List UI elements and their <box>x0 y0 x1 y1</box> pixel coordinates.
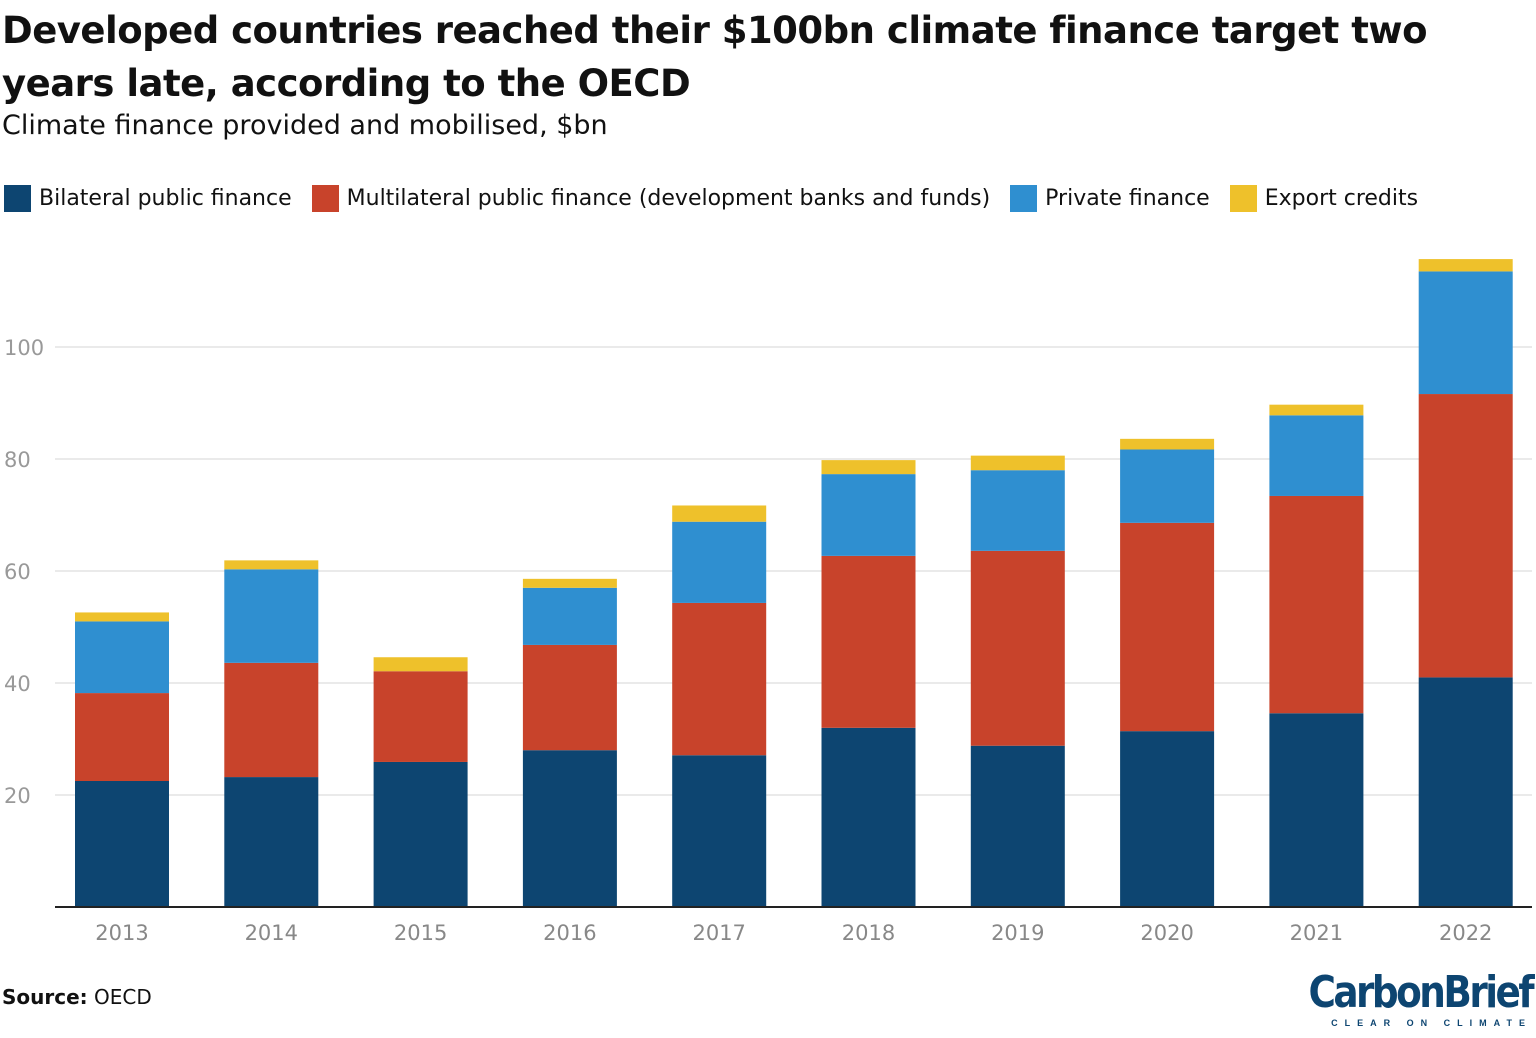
bar-segment <box>522 587 617 645</box>
bar-segment <box>672 602 767 756</box>
bar-segment <box>1418 271 1513 395</box>
bar-segment <box>672 505 767 522</box>
bar-segment <box>522 750 617 907</box>
bar-segment <box>672 521 767 603</box>
legend-label: Bilateral public finance <box>39 186 292 211</box>
bar-segment <box>75 781 169 907</box>
bar-segment <box>75 621 169 694</box>
chart-title: Developed countries reached their $100bn… <box>2 9 1428 105</box>
bar-segment <box>821 727 916 907</box>
legend-swatch <box>4 185 31 212</box>
legend-item-export: Export credits <box>1229 185 1419 212</box>
logo-name: CarbonBrief <box>1308 967 1534 1018</box>
bar-segment <box>224 560 319 570</box>
bar-segment <box>970 550 1065 746</box>
bar-segment <box>224 662 319 778</box>
legend-item-bilateral: Bilateral public finance <box>4 185 292 212</box>
source-value: OECD <box>94 985 152 1009</box>
bar-segment <box>373 761 468 907</box>
bar-segment <box>373 657 468 672</box>
bar-segment <box>1418 394 1513 678</box>
carbonbrief-logo: CarbonBrief CLEAR ON CLIMATE <box>1269 967 1534 1029</box>
bar-segment <box>1120 731 1215 907</box>
x-tick-label: 2016 <box>543 921 596 945</box>
x-tick-label: 2017 <box>692 921 745 945</box>
x-tick-label: 2021 <box>1290 921 1343 945</box>
legend-swatch <box>1010 185 1038 212</box>
bar-segment <box>373 671 468 762</box>
bar-segment <box>1269 495 1364 714</box>
legend-item-multilateral: Multilateral public finance (development… <box>311 185 991 212</box>
bar-segment <box>75 693 169 781</box>
legend-item-private: Private finance <box>1010 185 1210 212</box>
bar-segment <box>224 777 319 907</box>
y-tick-label: 60 <box>4 560 31 584</box>
legend-label: Private finance <box>1045 186 1210 211</box>
bar-segment <box>970 455 1065 471</box>
x-tick-label: 2019 <box>991 921 1044 945</box>
bar-segment <box>1120 522 1215 732</box>
bar-segment <box>970 745 1065 907</box>
legend-label: Multilateral public finance (development… <box>346 186 991 211</box>
x-tick-label: 2022 <box>1439 921 1492 945</box>
bar-segment <box>1269 404 1364 416</box>
bar-segment <box>821 460 916 475</box>
bar-segment <box>1120 438 1215 450</box>
bar-segment <box>75 612 169 622</box>
bar-segment <box>821 555 916 728</box>
bar-segment <box>1120 449 1215 523</box>
bar-segment <box>1269 415 1364 496</box>
x-tick-label: 2014 <box>245 921 298 945</box>
legend-label: Export credits <box>1264 186 1419 211</box>
logo-tagline: CLEAR ON CLIMATE <box>1331 1018 1532 1028</box>
y-tick-label: 80 <box>4 448 31 472</box>
y-tick-label: 20 <box>4 784 31 808</box>
bar-segment <box>522 644 617 751</box>
legend-swatch <box>1229 185 1257 212</box>
legend-swatch <box>311 185 339 212</box>
x-tick-label: 2020 <box>1140 921 1193 945</box>
x-tick-label: 2013 <box>95 921 148 945</box>
bar-segment <box>1418 677 1513 907</box>
y-tick-label: 100 <box>4 336 44 360</box>
bar-segment <box>224 569 319 663</box>
bar-segment <box>522 578 617 588</box>
y-tick-label: 40 <box>4 672 31 696</box>
legend: Bilateral public finance Multilateral pu… <box>4 185 1418 212</box>
source-label: Source: <box>2 985 88 1009</box>
x-tick-label: 2018 <box>842 921 895 945</box>
bar-segment <box>970 470 1065 551</box>
x-tick-label: 2015 <box>394 921 447 945</box>
bar-segment <box>821 474 916 556</box>
bar-segment <box>672 755 767 907</box>
chart-subtitle: Climate finance provided and mobilised, … <box>2 110 608 141</box>
bar-segment <box>1418 259 1513 272</box>
bar-segment <box>1269 713 1364 907</box>
source-note: Source: OECD <box>2 985 152 1009</box>
